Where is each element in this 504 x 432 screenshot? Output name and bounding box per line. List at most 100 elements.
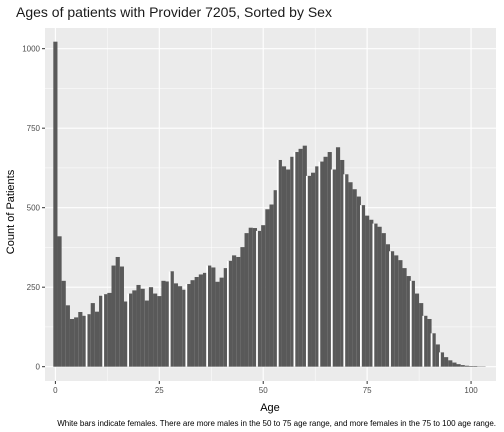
bar: [140, 288, 145, 367]
bar: [265, 209, 270, 367]
bar: [286, 169, 291, 367]
bar: [315, 166, 320, 367]
bar: [57, 236, 62, 367]
bar: [244, 233, 249, 367]
bar: [186, 284, 191, 367]
bar: [74, 317, 79, 367]
y-tick-label: 750: [27, 124, 41, 133]
bar: [302, 145, 307, 367]
bar: [223, 268, 228, 367]
bar: [111, 265, 116, 367]
bar: [365, 215, 370, 367]
female-bar: [226, 260, 229, 367]
bar: [390, 251, 395, 367]
bar: [194, 277, 199, 367]
bar: [335, 147, 341, 367]
bar: [398, 260, 403, 367]
x-tick-label: 100: [464, 386, 478, 395]
bar: [153, 293, 158, 367]
bar: [306, 175, 312, 367]
bar: [352, 189, 357, 367]
female-bar: [256, 230, 258, 367]
bar: [468, 366, 474, 367]
y-axis-ticks: 0 250 500 750 1000: [22, 45, 45, 372]
bar: [207, 265, 212, 367]
female-bar: [168, 271, 171, 367]
bar: [444, 357, 449, 367]
bar: [435, 344, 440, 367]
bar: [294, 152, 299, 367]
bar: [190, 280, 195, 367]
bar: [103, 294, 108, 367]
female-bar: [360, 205, 362, 367]
bar: [90, 303, 95, 367]
x-tick-label: 0: [53, 386, 58, 395]
x-tick-label: 25: [155, 386, 164, 395]
bar: [340, 159, 345, 367]
y-tick-label: 1000: [22, 45, 40, 54]
bar: [298, 148, 303, 367]
bar: [360, 205, 366, 367]
bar: [348, 182, 353, 367]
female-bar: [409, 280, 412, 367]
bars: [53, 41, 486, 367]
female-bar: [305, 175, 308, 367]
bar: [211, 267, 216, 367]
y-tick-label: 250: [27, 283, 41, 292]
bar: [236, 256, 241, 367]
bar: [394, 255, 399, 367]
bar: [198, 274, 203, 367]
bar: [232, 255, 237, 367]
bar: [373, 223, 378, 367]
bar: [381, 233, 386, 367]
bar: [144, 300, 149, 367]
bar: [178, 286, 183, 367]
bar: [331, 169, 336, 367]
bar: [402, 268, 407, 367]
bar: [423, 315, 428, 367]
bar: [385, 244, 391, 367]
female-bar: [127, 293, 130, 367]
bar: [319, 161, 324, 367]
female-bar: [372, 223, 375, 367]
female-bar: [438, 352, 441, 367]
bar: [115, 256, 120, 367]
bar: [473, 366, 478, 367]
chart-caption: White bars indicate females. There are m…: [57, 419, 496, 428]
y-tick-label: 0: [36, 363, 41, 372]
female-bar: [293, 152, 296, 367]
y-tick-label: 500: [27, 204, 41, 213]
female-bar: [102, 294, 105, 367]
bar: [148, 287, 154, 367]
bar: [323, 156, 328, 367]
bar: [161, 280, 166, 367]
bar: [82, 315, 87, 367]
bar: [132, 290, 137, 367]
bar: [311, 172, 316, 367]
bar: [290, 156, 295, 367]
bar: [431, 333, 436, 367]
bar: [414, 293, 420, 367]
female-bar: [430, 333, 433, 367]
x-axis-title: Age: [260, 402, 280, 414]
bar: [99, 295, 104, 367]
female-bar: [85, 314, 88, 367]
x-axis-ticks: 0 25 50 75 100: [53, 381, 478, 395]
bar: [269, 204, 274, 367]
bar: [157, 296, 162, 367]
bar: [356, 196, 361, 367]
female-bar: [185, 284, 188, 367]
bar: [240, 247, 245, 367]
bar: [165, 281, 170, 367]
bar: [78, 311, 83, 367]
bar: [344, 174, 349, 367]
bar: [61, 280, 66, 367]
female-bar: [206, 265, 209, 367]
bar: [252, 228, 257, 367]
bar: [281, 166, 287, 367]
female-bar: [389, 251, 391, 367]
bar: [123, 301, 129, 367]
bar: [173, 283, 179, 367]
bar: [419, 303, 424, 367]
bar: [377, 226, 382, 367]
